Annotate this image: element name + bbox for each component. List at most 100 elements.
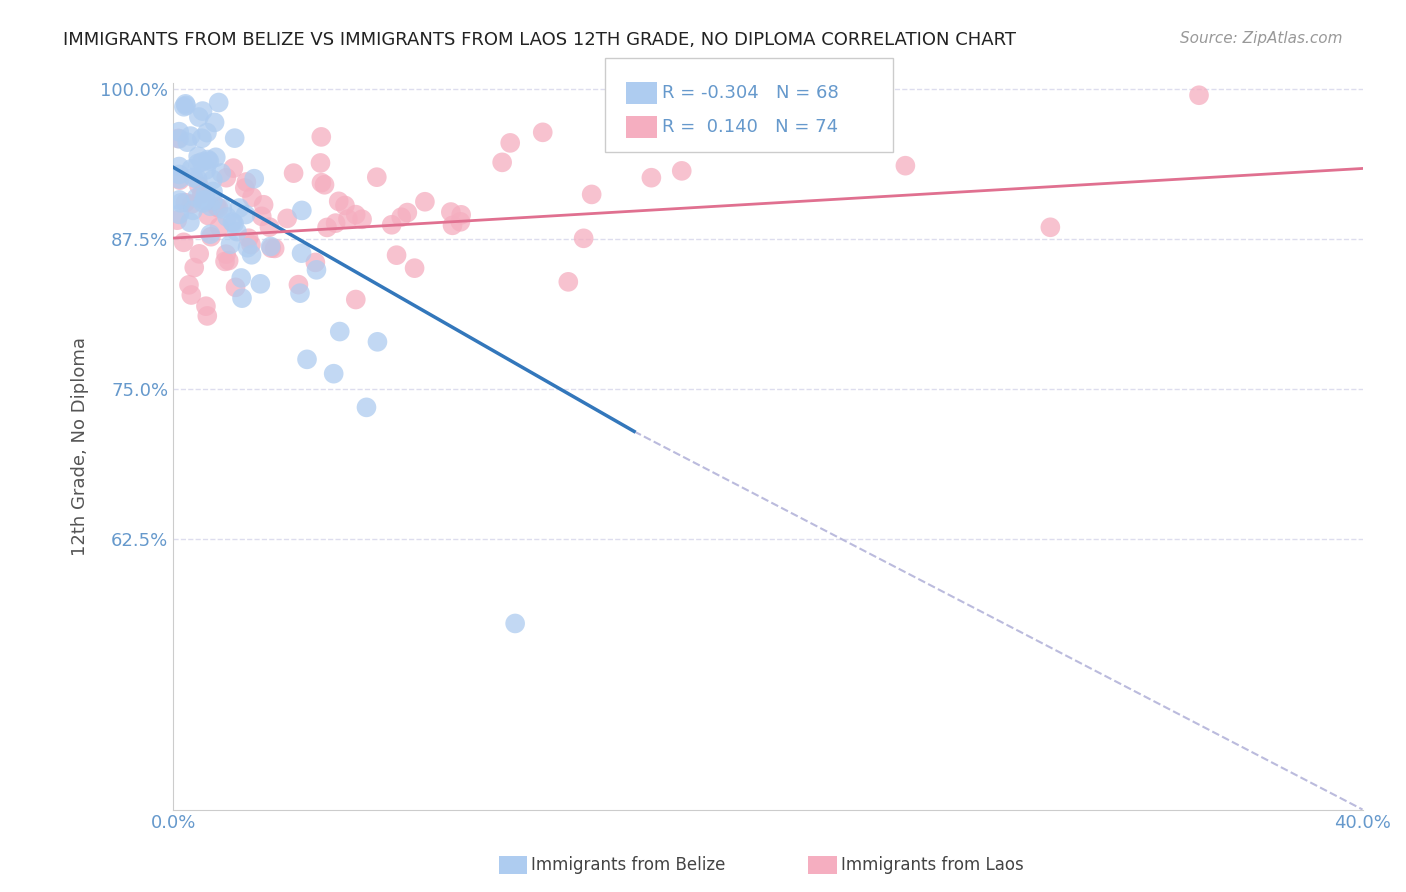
Point — [191, 186, 214, 201]
Point — [239, 237, 262, 252]
Point — [389, 211, 412, 225]
Point — [413, 194, 436, 209]
Point — [191, 104, 214, 119]
Point — [167, 207, 190, 221]
Point — [187, 149, 209, 163]
Point — [207, 201, 229, 215]
Point — [169, 173, 191, 187]
Point — [191, 195, 214, 210]
Point — [325, 216, 347, 230]
Point — [276, 211, 298, 226]
Point — [179, 215, 201, 229]
Point — [233, 181, 256, 195]
Point — [193, 193, 215, 207]
Point — [200, 229, 222, 244]
Point — [221, 215, 243, 229]
Point — [174, 96, 197, 111]
Point — [755, 114, 778, 128]
Point — [450, 208, 472, 222]
Point — [385, 248, 408, 262]
Point — [381, 218, 404, 232]
Point — [305, 262, 328, 277]
Point — [356, 401, 378, 415]
Point — [295, 352, 318, 367]
Point — [252, 198, 274, 212]
Point — [333, 198, 356, 212]
Point — [224, 131, 246, 145]
Point — [572, 231, 595, 245]
Point — [218, 253, 240, 268]
Point — [215, 210, 238, 224]
Point — [198, 154, 221, 169]
Point — [222, 217, 245, 231]
Point — [329, 325, 352, 339]
Point — [366, 334, 388, 349]
Point — [235, 208, 257, 222]
Point — [250, 210, 273, 224]
Point — [197, 209, 219, 223]
Point — [259, 239, 281, 253]
Point — [314, 178, 336, 192]
Point — [231, 291, 253, 305]
Point — [322, 367, 344, 381]
Y-axis label: 12th Grade, No Diploma: 12th Grade, No Diploma — [72, 337, 89, 556]
Point — [263, 242, 285, 256]
Point — [167, 125, 190, 139]
Point — [187, 110, 209, 124]
Point — [174, 195, 197, 210]
Point — [176, 135, 198, 149]
Point — [503, 616, 526, 631]
Point — [344, 293, 367, 307]
Point — [894, 159, 917, 173]
Point — [215, 247, 238, 261]
Point — [180, 288, 202, 302]
Point — [260, 241, 283, 255]
Point — [214, 254, 236, 268]
Point — [226, 225, 249, 239]
Point — [283, 166, 305, 180]
Point — [328, 194, 350, 209]
Point — [195, 309, 218, 323]
Point — [191, 131, 214, 145]
Point — [344, 208, 367, 222]
Point — [190, 155, 212, 169]
Point — [186, 191, 208, 205]
Text: Source: ZipAtlas.com: Source: ZipAtlas.com — [1180, 31, 1343, 46]
Point — [183, 170, 205, 185]
Point — [288, 286, 311, 301]
Point — [396, 205, 419, 219]
Point — [209, 166, 232, 180]
Point — [238, 231, 260, 245]
Point — [304, 255, 326, 269]
Point — [195, 162, 218, 177]
Point — [200, 227, 222, 242]
Point — [219, 237, 242, 252]
Point — [240, 190, 263, 204]
Point — [287, 277, 309, 292]
Point — [311, 176, 333, 190]
Point — [188, 247, 211, 261]
Point — [166, 213, 188, 227]
Point — [671, 164, 693, 178]
Point — [204, 150, 226, 164]
Point — [240, 248, 263, 262]
Point — [188, 178, 211, 193]
Point — [181, 203, 204, 218]
Point — [205, 200, 228, 214]
Point — [235, 175, 257, 189]
Point — [581, 187, 603, 202]
Point — [231, 271, 253, 285]
Point — [557, 275, 579, 289]
Point — [249, 277, 271, 291]
Point — [215, 170, 238, 185]
Point — [167, 172, 190, 186]
Point — [194, 187, 217, 202]
Point — [204, 115, 226, 129]
Point — [352, 212, 374, 227]
Point — [201, 194, 224, 208]
Point — [167, 160, 190, 174]
Point — [499, 136, 522, 150]
Text: Immigrants from Belize: Immigrants from Belize — [531, 856, 725, 874]
Point — [440, 205, 463, 219]
Point — [201, 172, 224, 186]
